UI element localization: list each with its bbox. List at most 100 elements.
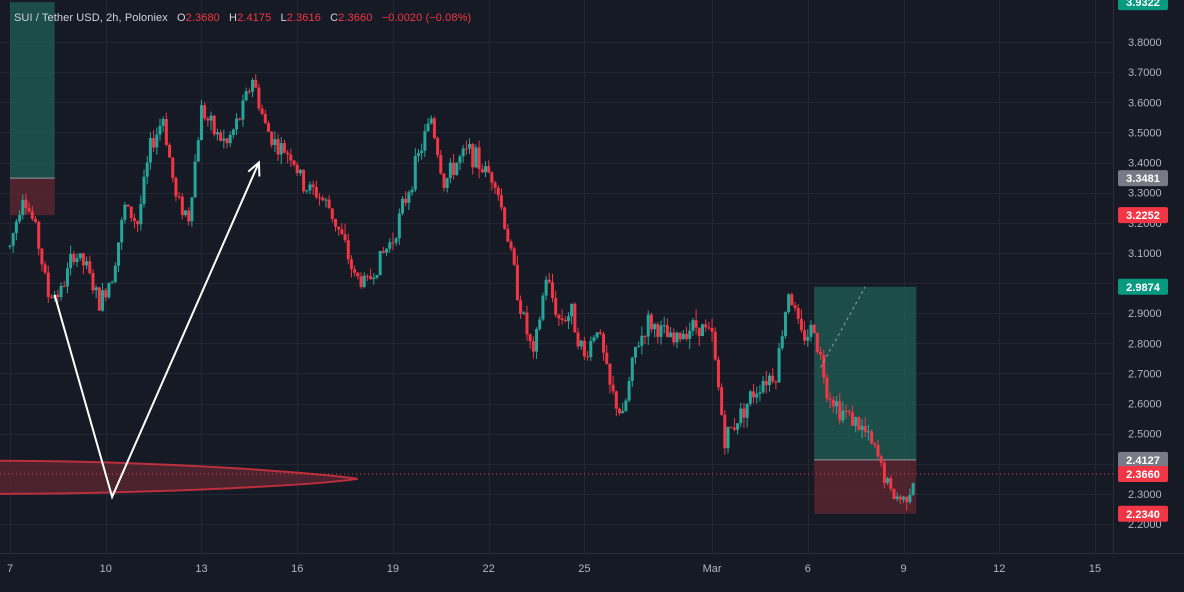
candle-body [235, 118, 239, 130]
time-tick-label: 15 [1089, 563, 1101, 575]
candle-body [34, 218, 38, 222]
price-axis: 3.80003.70003.60003.50003.40003.30003.20… [1118, 0, 1168, 531]
candle-body [420, 150, 424, 154]
candle-body [117, 242, 120, 266]
candle-body [180, 196, 184, 216]
high-key: H [229, 12, 238, 24]
candle-body [854, 417, 858, 426]
chart-legend: SUI / Tether USD, 2h, Poloniex O2.3680 H… [14, 12, 471, 24]
candle-body [828, 398, 832, 400]
candle-body [292, 160, 296, 165]
candle-body [742, 408, 746, 418]
time-tick-label: 13 [195, 563, 207, 575]
time-tick-label: Mar [703, 563, 722, 575]
candle-body [56, 294, 60, 298]
candle-body [206, 118, 210, 121]
candle-body [139, 203, 143, 225]
candle-body [231, 129, 235, 135]
candle-body [707, 327, 711, 329]
price-badge-label: 2.9874 [1126, 282, 1161, 294]
candle-body [752, 391, 756, 398]
close-value: 2.3660 [338, 12, 373, 24]
candle-body [464, 148, 468, 150]
candle-body [346, 240, 350, 260]
candle-body [187, 210, 191, 222]
price-badge-bg [1118, 0, 1168, 11]
candle-body [161, 118, 165, 126]
candle-body [212, 115, 216, 135]
time-tick-label: 12 [993, 563, 1005, 575]
price-tick-label: 3.7000 [1128, 67, 1162, 79]
candle-body [436, 138, 440, 156]
candle-body [152, 138, 156, 148]
candle-body [898, 496, 902, 500]
candle-body [461, 148, 465, 157]
candle-body [251, 80, 255, 92]
candle-body [748, 391, 752, 404]
candle-body [886, 478, 890, 484]
candle-body [509, 241, 513, 249]
candle-body [241, 100, 245, 120]
candle-body [496, 187, 500, 196]
candle-body [662, 325, 666, 327]
candle-body [91, 272, 95, 291]
candle-body [710, 327, 714, 332]
candle-body [688, 330, 692, 339]
candle-body [653, 324, 657, 330]
candle-body [209, 115, 213, 121]
candle-body [838, 401, 842, 421]
candle-body [566, 316, 570, 322]
candle-body [385, 248, 389, 253]
candle-body [18, 214, 22, 222]
candle-body [184, 210, 188, 216]
candle-body [726, 427, 730, 449]
candle-body [608, 363, 612, 385]
candle-body [729, 427, 733, 429]
candle-body [14, 221, 18, 234]
candle-body [416, 153, 420, 156]
candle-body [480, 168, 484, 173]
candle-body [720, 387, 724, 415]
candle-body [806, 336, 810, 341]
candle-body [783, 312, 787, 337]
candle-body [685, 333, 689, 339]
candle-body [276, 139, 280, 155]
candle-body [247, 91, 251, 93]
candle-body [614, 391, 618, 409]
candle-body [665, 325, 669, 338]
candle-body [487, 166, 491, 173]
candle-body [844, 410, 848, 412]
candle-body [582, 340, 586, 357]
long-position-tool [814, 286, 917, 514]
candle-body [694, 320, 698, 328]
candle-body [302, 169, 306, 192]
candle-body [503, 207, 507, 229]
candle-body [586, 356, 590, 358]
candle-body [432, 118, 436, 139]
price-tick-label: 2.8000 [1128, 338, 1162, 350]
candle-body [522, 312, 526, 314]
candle-body [193, 161, 197, 198]
symbol-name[interactable]: SUI / Tether USD [14, 12, 100, 24]
candle-body [369, 276, 373, 280]
candle-body [104, 290, 108, 298]
candle-body [324, 199, 328, 201]
candle-body [764, 381, 768, 386]
candle-body [113, 265, 117, 283]
candle-body [474, 147, 478, 168]
candle-body [570, 303, 574, 317]
candle-body [863, 426, 867, 433]
candle-body [799, 318, 803, 331]
candle-body [49, 297, 53, 299]
candle-body [908, 494, 912, 503]
candle-body [85, 261, 89, 266]
candle-body [410, 189, 414, 193]
candle-body [493, 182, 497, 188]
price-badge-bg [1118, 465, 1168, 482]
candle-body [732, 427, 736, 430]
price-badge: 2.4127 [1118, 451, 1168, 468]
interval-label[interactable]: 2h [106, 12, 119, 24]
candle-body [311, 184, 315, 188]
